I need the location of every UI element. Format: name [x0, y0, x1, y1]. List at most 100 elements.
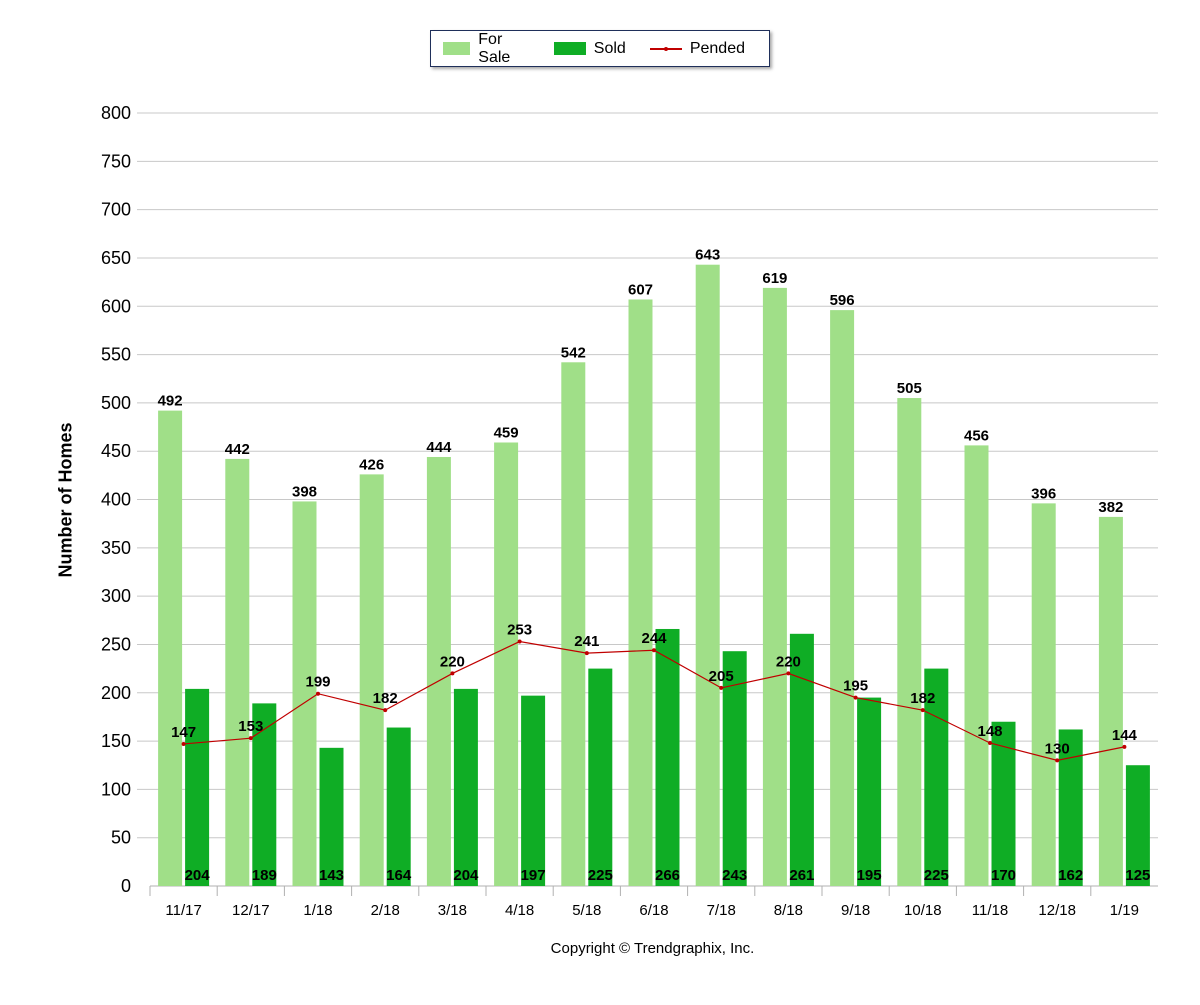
x-tick-label: 12/17	[232, 902, 270, 919]
data-label-pended: 148	[977, 723, 1002, 740]
data-label-for-sale: 607	[628, 281, 653, 298]
data-label-for-sale: 596	[830, 292, 855, 309]
bar-sold	[722, 651, 747, 886]
data-label-sold: 164	[386, 867, 412, 884]
bar-sold	[252, 703, 277, 886]
data-label-for-sale: 619	[762, 270, 787, 287]
bar-for-sale	[628, 299, 653, 887]
x-tick-label: 5/18	[572, 902, 601, 919]
bar-for-sale	[830, 310, 855, 886]
data-label-for-sale: 459	[494, 424, 519, 441]
x-tick-label: 7/18	[707, 902, 736, 919]
point-pended	[517, 639, 522, 644]
data-label-pended: 205	[709, 668, 734, 685]
bar-for-sale	[494, 442, 519, 886]
bar-sold	[453, 688, 478, 886]
x-tick-label: 12/18	[1038, 902, 1076, 919]
y-tick-label: 150	[101, 731, 131, 751]
x-tick-label: 3/18	[438, 902, 467, 919]
x-tick-label: 8/18	[774, 902, 803, 919]
legend-item-sold[interactable]: Sold	[553, 39, 626, 58]
data-label-for-sale: 643	[695, 247, 720, 264]
x-tick-label: 9/18	[841, 902, 870, 919]
data-label-pended: 144	[1112, 727, 1138, 744]
bar-for-sale	[1031, 503, 1056, 886]
point-pended	[248, 736, 253, 741]
y-axis-label: Number of Homes	[55, 422, 76, 578]
legend-label-sold: Sold	[593, 39, 626, 57]
y-tick-label: 750	[101, 151, 131, 171]
x-tick-label: 11/17	[165, 902, 201, 919]
point-pended	[1055, 758, 1060, 763]
bar-for-sale	[695, 264, 720, 886]
y-tick-label: 650	[101, 248, 131, 268]
legend-label-for-sale: For Sale	[478, 30, 511, 66]
bar-sold	[319, 747, 344, 886]
data-label-sold: 125	[1125, 867, 1150, 884]
y-tick-label: 100	[101, 779, 131, 799]
y-tick-label: 500	[101, 393, 131, 413]
bar-sold	[1125, 765, 1150, 886]
bar-sold	[185, 688, 210, 886]
data-label-sold: 266	[655, 867, 680, 884]
data-label-for-sale: 382	[1098, 499, 1123, 516]
bar-for-sale	[762, 287, 787, 886]
bar-sold	[857, 697, 882, 886]
bar-sold	[924, 668, 949, 886]
data-label-pended: 147	[171, 724, 196, 741]
y-tick-label: 300	[101, 586, 131, 606]
data-label-sold: 195	[857, 867, 882, 884]
point-pended	[584, 651, 589, 656]
point-pended	[988, 740, 992, 745]
y-tick-label: 350	[101, 538, 131, 558]
legend-swatch-sold	[553, 42, 586, 55]
legend-line-pended	[649, 46, 682, 51]
data-label-for-sale: 492	[158, 393, 183, 410]
bar-for-sale	[964, 445, 989, 886]
data-label-sold: 261	[789, 867, 814, 884]
data-label-pended: 220	[776, 653, 801, 670]
y-tick-label: 700	[101, 200, 131, 220]
bar-sold	[655, 628, 680, 886]
point-pended	[920, 708, 925, 713]
data-label-pended: 182	[910, 690, 935, 707]
data-label-pended: 153	[238, 718, 263, 735]
x-tick-label: 4/18	[505, 902, 534, 919]
bar-for-sale	[158, 410, 183, 886]
x-tick-label: 10/18	[904, 902, 942, 919]
bar-sold	[521, 695, 546, 886]
data-label-sold: 204	[453, 867, 479, 884]
bar-for-sale	[359, 474, 384, 886]
data-label-pended: 199	[305, 674, 330, 691]
point-pended	[719, 685, 724, 690]
x-tick-label: 2/18	[371, 902, 400, 919]
point-pended	[1122, 744, 1127, 749]
bar-for-sale	[1098, 516, 1123, 886]
point-pended	[383, 708, 388, 713]
y-tick-label: 400	[101, 490, 131, 510]
data-label-pended: 244	[641, 630, 667, 647]
bar-for-sale	[225, 458, 250, 886]
data-label-for-sale: 442	[225, 441, 250, 458]
data-label-for-sale: 426	[359, 456, 384, 473]
legend-item-pended[interactable]: Pended	[649, 39, 745, 58]
bar-sold	[588, 668, 613, 886]
point-pended	[450, 671, 455, 676]
y-tick-label: 250	[101, 634, 131, 654]
y-tick-label: 450	[101, 441, 131, 461]
data-label-sold: 170	[991, 867, 1016, 884]
bar-for-sale	[426, 456, 451, 886]
point-pended	[316, 691, 320, 696]
data-label-sold: 243	[722, 867, 747, 884]
point-pended	[181, 741, 186, 746]
legend-item-for-sale[interactable]: For Sale	[443, 31, 530, 67]
y-tick-label: 200	[101, 683, 131, 703]
point-pended	[853, 695, 858, 700]
data-label-pended: 182	[373, 690, 398, 707]
data-label-pended: 220	[440, 653, 465, 670]
legend-label-pended: Pended	[689, 39, 745, 57]
y-tick-label: 600	[101, 296, 131, 316]
point-pended	[652, 648, 656, 653]
data-label-pended: 241	[574, 633, 599, 650]
